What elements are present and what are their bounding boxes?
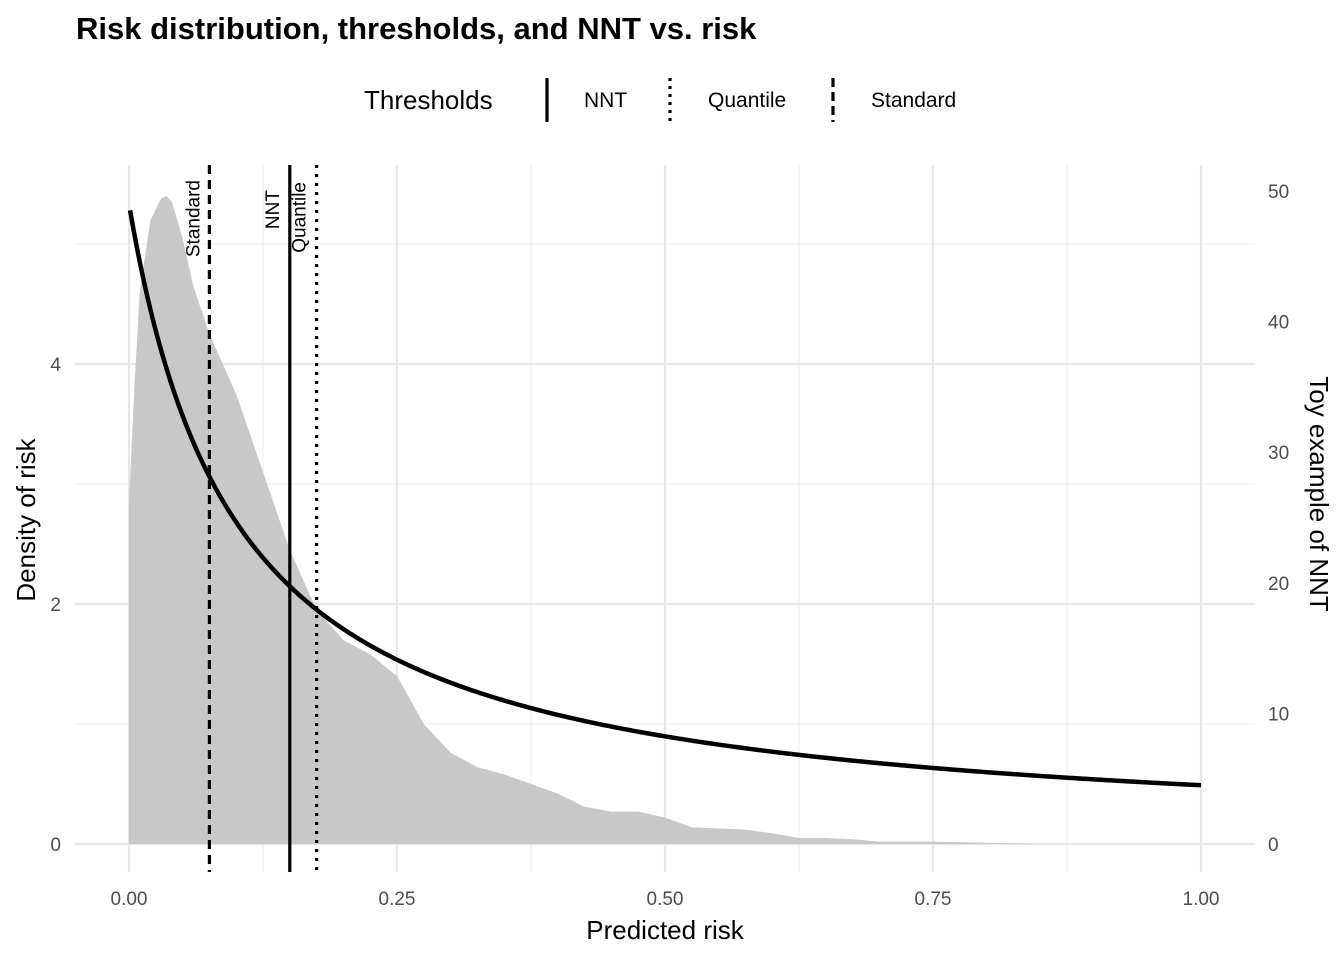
y2-tick-label: 10 [1268, 704, 1289, 725]
legend-label-nnt: NNT [584, 89, 627, 112]
threshold-label-nnt: NNT [263, 190, 284, 229]
legend-label-quantile: Quantile [708, 89, 786, 112]
y2-tick-label: 50 [1268, 182, 1289, 203]
x-axis-ticks: 0.00 0.25 0.50 0.75 1.00 [111, 889, 1220, 910]
legend-label-standard: Standard [871, 89, 956, 112]
y-axis-ticks: 0 2 4 [50, 355, 61, 856]
x-tick-label: 0.25 [379, 889, 416, 910]
nnt-curve [127, 209, 1202, 788]
y2-tick-label: 40 [1268, 313, 1289, 334]
threshold-lines: Standard NNT Quantile [183, 165, 319, 872]
legend-title: Thresholds [364, 85, 493, 115]
threshold-label-quantile: Quantile [290, 182, 311, 253]
x-axis-title: Predicted risk [586, 915, 744, 945]
y-tick-label: 0 [50, 835, 61, 856]
y2-tick-label: 0 [1268, 835, 1279, 856]
x-tick-label: 1.00 [1183, 889, 1220, 910]
x-tick-label: 0.75 [915, 889, 952, 910]
x-tick-label: 0.50 [647, 889, 684, 910]
chart-title: Risk distribution, thresholds, and NNT v… [76, 11, 757, 46]
threshold-label-standard: Standard [183, 180, 204, 257]
y-axis-title: Density of risk [11, 437, 41, 601]
y2-axis-title: Toy example of NNT [1304, 376, 1334, 612]
y2-axis-ticks: 0 10 20 30 40 50 [1268, 182, 1289, 856]
nnt-curve-layer [127, 209, 1202, 788]
y-tick-label: 2 [50, 595, 61, 616]
density-area [129, 196, 1201, 844]
legend: Thresholds NNT Quantile Standard [364, 78, 956, 122]
y2-tick-label: 30 [1268, 443, 1289, 464]
y-tick-label: 4 [50, 355, 61, 376]
y2-tick-label: 20 [1268, 574, 1289, 595]
x-tick-label: 0.00 [111, 889, 148, 910]
density-layer [129, 196, 1201, 844]
